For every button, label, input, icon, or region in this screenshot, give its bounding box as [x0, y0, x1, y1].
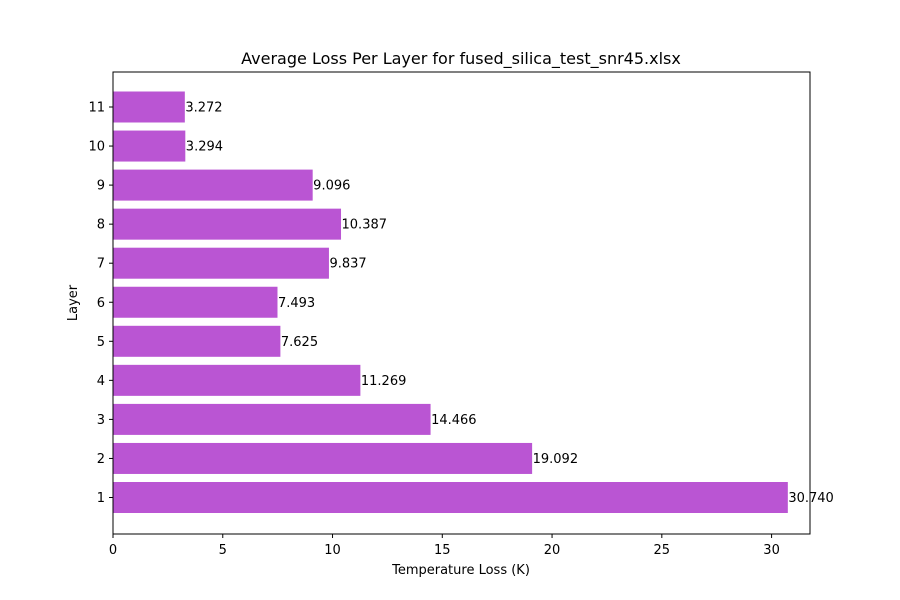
bar-layer-5 — [113, 325, 281, 357]
x-axis-ticks: 0 5 10 15 20 25 30 — [109, 534, 780, 558]
y-axis-label: Layer — [66, 284, 81, 321]
y-tick-label: 4 — [97, 374, 105, 389]
x-axis-label: Temperature Loss (K) — [391, 563, 530, 578]
x-tick-label: 15 — [434, 543, 451, 558]
y-tick-label: 1 — [97, 491, 105, 506]
data-label-layer-7: 9.837 — [329, 257, 366, 272]
bars-group — [113, 91, 788, 513]
y-tick-label: 10 — [88, 140, 105, 155]
y-tick-label: 8 — [97, 218, 105, 233]
bar-layer-10 — [113, 130, 186, 162]
x-tick-label: 5 — [219, 543, 227, 558]
bar-layer-2 — [113, 442, 533, 474]
chart-title: Average Loss Per Layer for fused_silica_… — [241, 49, 681, 69]
data-label-layer-11: 3.272 — [185, 101, 222, 116]
x-tick-label: 0 — [109, 543, 117, 558]
y-tick-label: 7 — [97, 257, 105, 272]
bar-layer-6 — [113, 286, 278, 318]
data-label-layer-4: 11.269 — [361, 374, 407, 389]
data-label-layer-2: 19.092 — [533, 452, 579, 467]
x-tick-label: 25 — [654, 543, 671, 558]
bar-layer-9 — [113, 169, 313, 201]
bar-layer-8 — [113, 208, 342, 240]
y-axis-ticks: 1 2 3 4 5 6 7 8 9 10 11 — [88, 101, 113, 506]
data-label-layer-3: 14.466 — [431, 413, 477, 428]
x-tick-label: 10 — [324, 543, 341, 558]
data-label-layer-10: 3.294 — [186, 140, 223, 155]
data-label-layer-1: 30.740 — [788, 491, 834, 506]
data-labels-group: 30.740 19.092 14.466 11.269 7.625 7.493 9.837 1… — [185, 101, 833, 507]
bar-layer-7 — [113, 247, 329, 279]
data-label-layer-8: 10.387 — [342, 218, 388, 233]
y-tick-label: 5 — [97, 335, 105, 350]
bar-layer-3 — [113, 403, 431, 435]
plot-frame — [112, 71, 811, 535]
bar-layer-4 — [113, 364, 361, 396]
data-label-layer-6: 7.493 — [278, 296, 315, 311]
bar-layer-11 — [113, 91, 185, 123]
data-label-layer-9: 9.096 — [313, 179, 350, 194]
y-tick-label: 6 — [97, 296, 105, 311]
y-tick-label: 11 — [88, 101, 105, 116]
y-tick-label: 3 — [97, 413, 105, 428]
x-tick-label: 20 — [544, 543, 561, 558]
y-tick-label: 9 — [97, 179, 105, 194]
y-tick-label: 2 — [97, 452, 105, 467]
bar-layer-1 — [113, 482, 788, 513]
x-tick-label: 30 — [763, 543, 780, 558]
data-label-layer-5: 7.625 — [281, 335, 318, 350]
